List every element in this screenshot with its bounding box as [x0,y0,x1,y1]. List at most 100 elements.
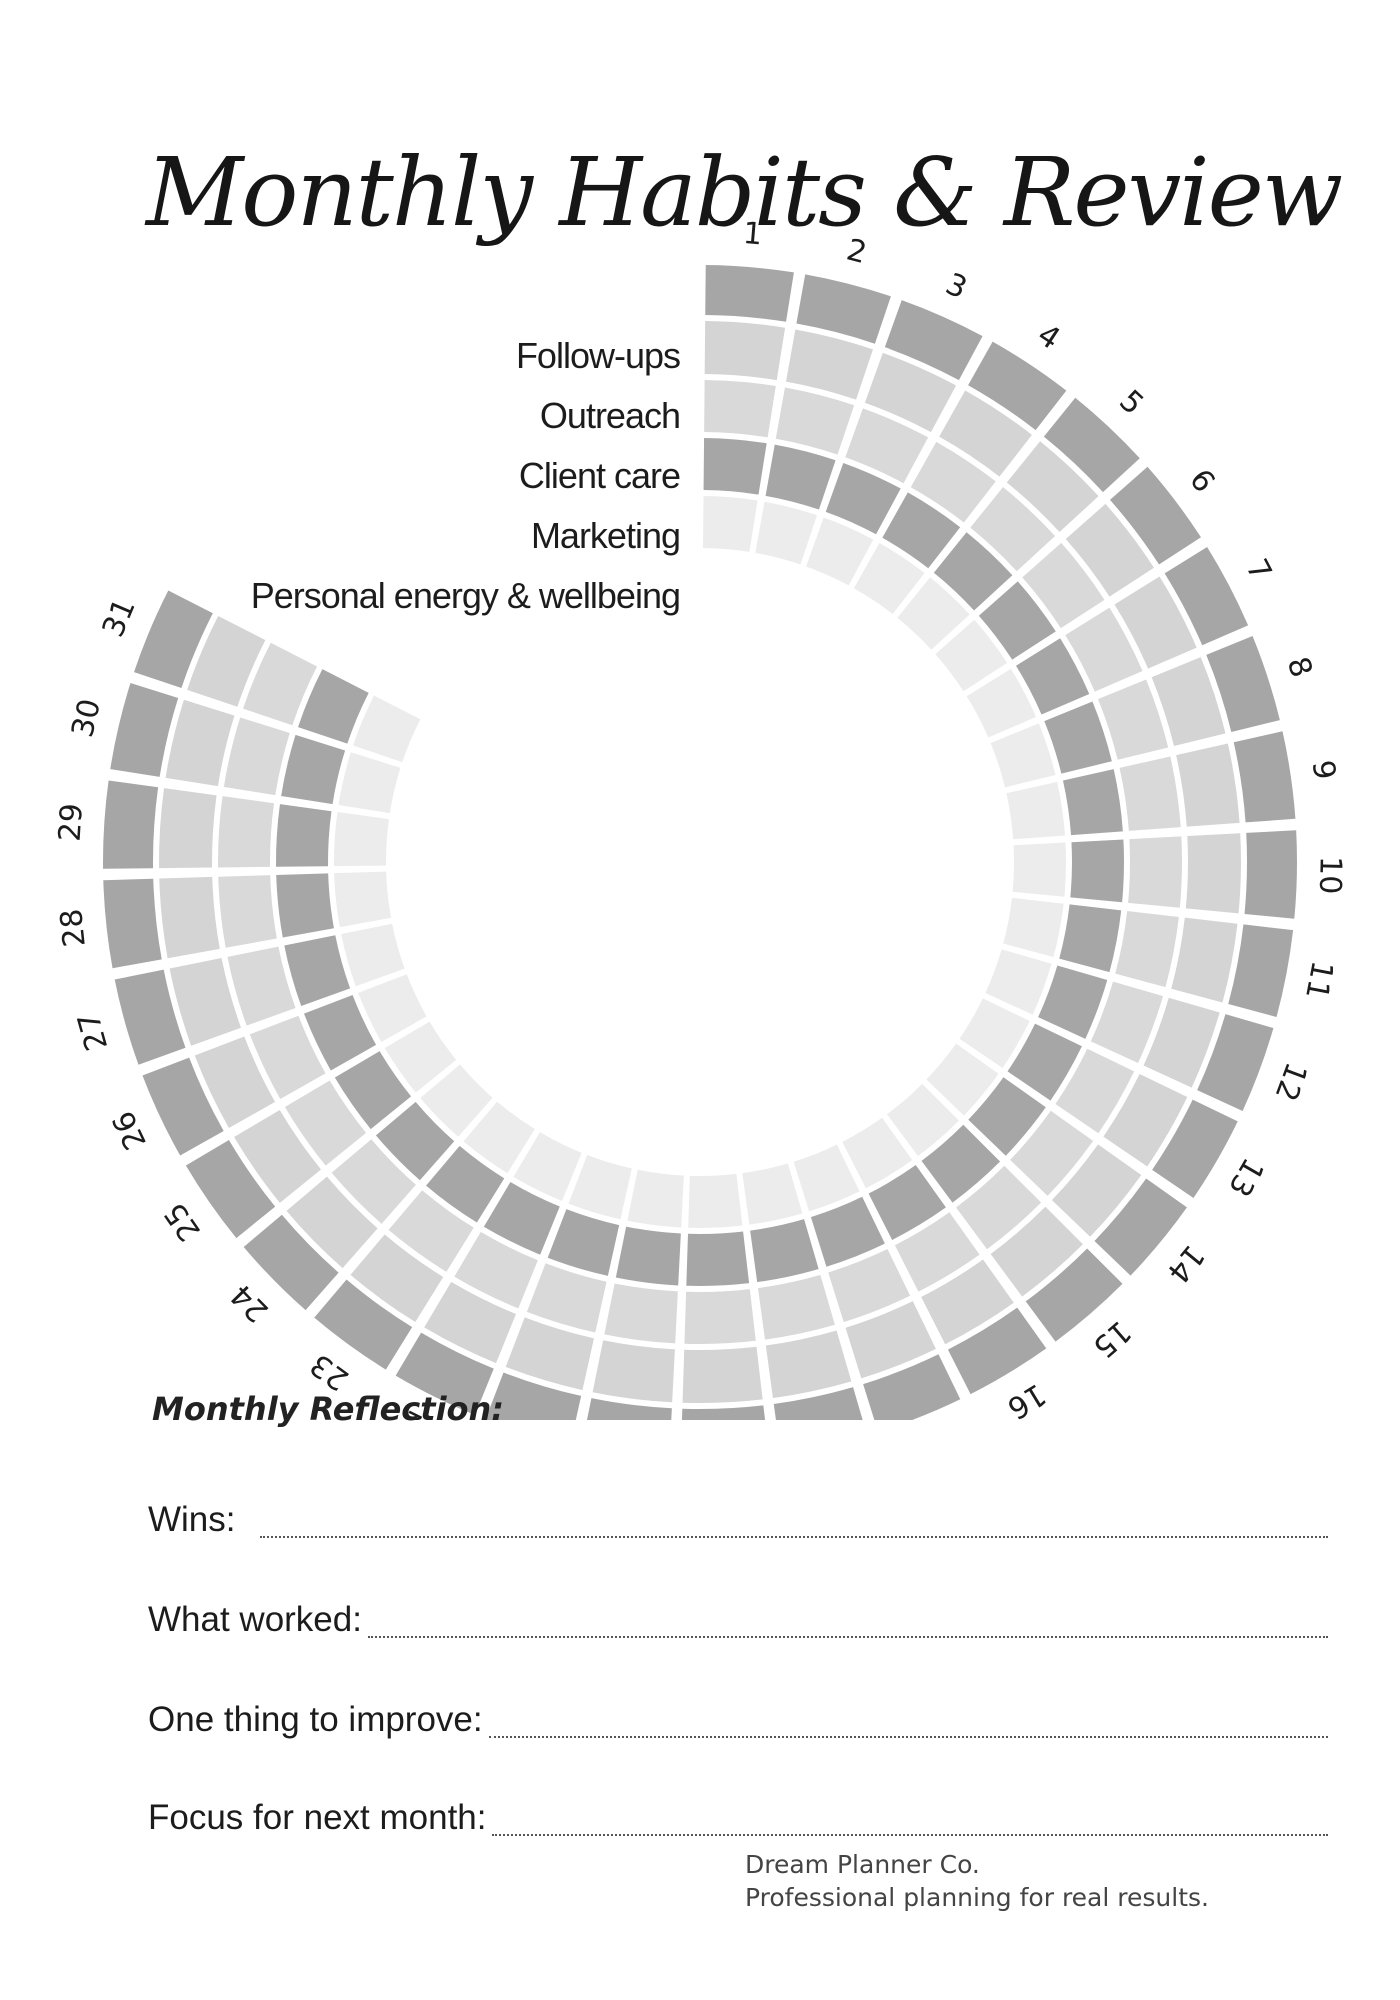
habit-cell-day-19-h1[interactable] [681,1405,769,1420]
habit-cell-day-18-h4[interactable] [750,1219,819,1283]
habit-cell-day-5-h1[interactable] [1043,397,1140,493]
habit-cell-day-6-h5[interactable] [935,619,1008,692]
habit-cell-day-24-h1[interactable] [243,1214,339,1311]
what-worked-field[interactable]: What worked: [148,1590,1328,1640]
habit-cell-day-9-h1[interactable] [1233,731,1296,823]
habit-cell-day-25-h4[interactable] [334,1051,412,1130]
habit-cell-day-1-h5[interactable] [703,496,758,552]
habit-cell-day-28-h1[interactable] [103,878,162,969]
habit-cell-day-22-h3[interactable] [454,1231,538,1309]
habit-cell-day-8-h5[interactable] [990,723,1056,788]
habit-cell-day-2-h4[interactable] [765,444,836,510]
habit-cell-day-11-h1[interactable] [1228,924,1294,1018]
habit-cell-day-17-h2[interactable] [845,1301,936,1379]
habit-cell-day-8-h4[interactable] [1044,701,1112,774]
habit-cell-day-20-h2[interactable] [592,1340,675,1403]
habit-cell-day-27-h2[interactable] [169,958,241,1046]
habit-cell-day-25-h5[interactable] [384,1021,457,1093]
habit-cell-day-3-h5[interactable] [806,517,874,586]
habit-cell-day-19-h2[interactable] [682,1346,763,1404]
habit-cell-day-11-h3[interactable] [1115,911,1179,988]
habit-cell-day-6-h4[interactable] [978,581,1056,660]
habit-cell-day-29-h1[interactable] [103,780,159,869]
habit-cell-day-9-h3[interactable] [1119,756,1181,831]
habit-cell-day-13-h3[interactable] [1055,1048,1135,1134]
habit-cell-day-14-h3[interactable] [1010,1110,1094,1196]
habit-cell-day-6-h2[interactable] [1065,503,1154,597]
habit-cell-day-4-h4[interactable] [882,492,961,569]
habit-cell-day-17-h3[interactable] [828,1248,911,1323]
habit-cell-day-27-h4[interactable] [284,935,351,1006]
habit-cell-day-1-h2[interactable] [704,321,786,381]
habit-cell-day-10-h2[interactable] [1185,833,1241,914]
habit-cell-day-1-h3[interactable] [704,380,776,438]
habit-cell-day-14-h1[interactable] [1094,1178,1187,1276]
habit-cell-day-26-h3[interactable] [249,1015,326,1099]
habit-cell-day-10-h4[interactable] [1070,839,1124,903]
habit-cell-day-9-h2[interactable] [1176,743,1240,827]
habit-cell-day-26-h5[interactable] [358,974,427,1042]
habit-cell-day-4-h3[interactable] [910,441,996,523]
habit-cell-day-25-h2[interactable] [234,1110,322,1203]
habit-cell-day-15-h1[interactable] [1025,1248,1123,1342]
habit-cell-day-23-h2[interactable] [350,1234,444,1323]
habit-cell-day-28-h4[interactable] [276,873,334,938]
habit-cell-day-24-h2[interactable] [286,1176,378,1269]
habit-cell-day-14-h4[interactable] [968,1077,1046,1156]
habit-cell-day-6-h1[interactable] [1109,466,1201,565]
habit-cell-day-8-h2[interactable] [1151,657,1226,747]
habit-cell-day-12-h3[interactable] [1090,981,1163,1064]
habit-cell-day-14-h2[interactable] [1051,1144,1142,1237]
improve-field[interactable]: One thing to improve: [148,1690,1328,1740]
habit-cell-day-29-h2[interactable] [158,788,217,869]
habit-cell-day-16-h1[interactable] [947,1307,1047,1395]
habit-cell-day-30-h2[interactable] [165,699,235,787]
habit-cell-day-7-h1[interactable] [1164,546,1249,646]
habit-cell-day-17-h1[interactable] [863,1354,961,1420]
habit-cell-day-26-h1[interactable] [142,1057,224,1156]
habit-cell-day-15-h5[interactable] [886,1083,960,1157]
habit-cell-day-31-h1[interactable] [134,590,213,688]
habit-cell-day-11-h2[interactable] [1171,917,1238,1003]
habit-cell-day-4-h1[interactable] [968,341,1067,431]
habit-cell-day-19-h4[interactable] [686,1231,750,1287]
habit-cell-day-16-h5[interactable] [842,1117,913,1189]
habit-cell-day-20-h3[interactable] [604,1283,678,1344]
habit-cell-day-9-h4[interactable] [1062,769,1123,836]
habit-cell-day-7-h3[interactable] [1065,607,1143,692]
habit-cell-day-30-h1[interactable] [110,682,179,777]
habit-cell-day-13-h5[interactable] [959,998,1030,1068]
habit-cell-day-10-h1[interactable] [1244,830,1297,919]
habit-cell-day-25-h3[interactable] [284,1080,367,1166]
what-worked-line[interactable] [367,1636,1328,1638]
habit-cell-day-21-h3[interactable] [526,1263,607,1333]
habit-cell-day-13-h1[interactable] [1152,1099,1238,1198]
habit-cell-day-8-h1[interactable] [1206,635,1280,732]
habit-cell-day-29-h3[interactable] [217,796,275,868]
improve-line[interactable] [488,1736,1328,1738]
habit-cell-day-20-h4[interactable] [615,1226,681,1286]
habit-cell-day-18-h1[interactable] [773,1387,867,1420]
habit-cell-day-7-h2[interactable] [1114,576,1197,669]
habit-cell-day-11-h5[interactable] [1003,897,1064,958]
habit-cell-day-5-h4[interactable] [933,532,1013,611]
habit-cell-day-30-h4[interactable] [281,734,346,805]
habit-cell-day-12-h4[interactable] [1038,965,1108,1039]
habit-cell-day-28-h5[interactable] [334,871,392,928]
habit-cell-day-30-h5[interactable] [338,752,401,814]
habit-cell-day-21-h1[interactable] [485,1372,582,1421]
habit-cell-day-21-h4[interactable] [547,1209,620,1276]
habit-cell-day-3-h4[interactable] [825,462,901,535]
focus-field[interactable]: Focus for next month: [148,1788,1328,1838]
habit-cell-day-16-h4[interactable] [868,1165,946,1240]
habit-cell-day-24-h3[interactable] [331,1139,416,1224]
habit-cell-day-23-h1[interactable] [314,1279,413,1370]
habit-cell-day-31-h5[interactable] [353,695,421,763]
habit-cell-day-21-h2[interactable] [505,1317,594,1391]
habit-cell-day-14-h5[interactable] [926,1043,999,1116]
habit-cell-day-2-h2[interactable] [786,329,873,400]
habit-cell-day-11-h4[interactable] [1059,904,1122,973]
habit-cell-day-31-h2[interactable] [187,615,266,707]
habit-cell-day-2-h5[interactable] [755,501,818,565]
habit-cell-day-28-h3[interactable] [218,875,277,948]
